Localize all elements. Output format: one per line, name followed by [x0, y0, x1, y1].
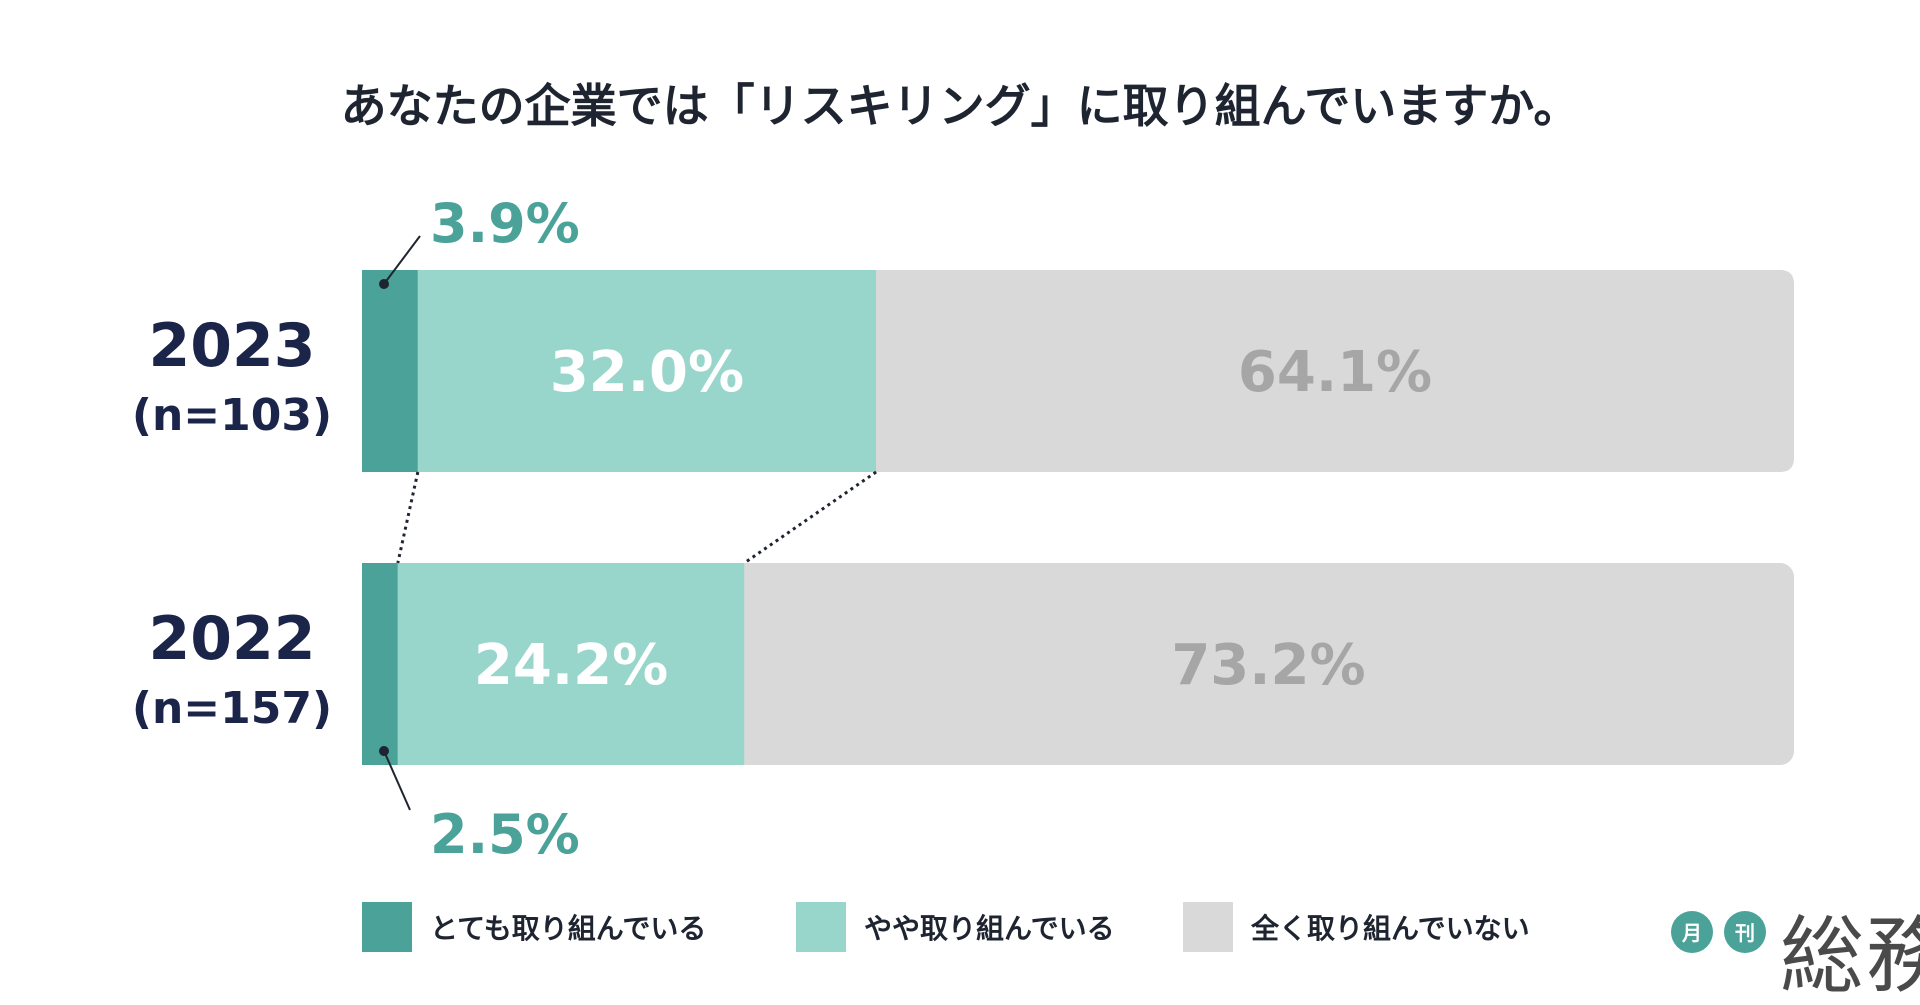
- data-label: 3.9%: [430, 192, 580, 255]
- logo-circle: [1671, 911, 1713, 953]
- bar-segment-3: [876, 270, 1794, 472]
- year-label: 2023: [149, 311, 316, 381]
- legend-label: やや取り組んでいる: [864, 912, 1115, 945]
- leader-dot: [379, 279, 389, 289]
- legend-item: とても取り組んでいる: [362, 902, 706, 952]
- logo-circle-text: 刊: [1735, 921, 1755, 945]
- sample-size-label: (n=103): [132, 390, 332, 441]
- logo-circle: [1724, 911, 1766, 953]
- bar-segment-1: [362, 563, 398, 765]
- legend-swatch: [796, 902, 846, 952]
- sample-size-label: (n=157): [132, 683, 332, 734]
- legend-swatch: [1183, 902, 1233, 952]
- legend-label: とても取り組んでいる: [430, 912, 706, 945]
- legend-item: やや取り組んでいる: [796, 902, 1115, 952]
- year-label: 2022: [149, 604, 316, 674]
- connector-line: [743, 470, 877, 565]
- data-label: 24.2%: [474, 633, 668, 698]
- bar-row-2023: 2023 (n=103) 32.0% 64.1% 3.9%: [132, 192, 1794, 472]
- connector-lines: [396, 470, 877, 565]
- legend-swatch: [362, 902, 412, 952]
- bar-segment-3: [744, 563, 1793, 765]
- leader-line: [383, 750, 411, 811]
- legend-item: 全く取り組んでいない: [1183, 902, 1530, 952]
- legend: とても取り組んでいる やや取り組んでいる 全く取り組んでいない: [362, 902, 1530, 952]
- leader-dot: [379, 746, 389, 756]
- gekkan-soumu-logo-icon: 月 刊 総務: [1671, 907, 1920, 1005]
- bar-segment-2: [417, 270, 877, 472]
- data-label: 73.2%: [1171, 633, 1365, 698]
- bar-row-2022: 2022 (n=157) 24.2% 73.2% 2.5%: [132, 563, 1794, 866]
- data-label: 32.0%: [550, 340, 744, 405]
- legend-label: 全く取り組んでいない: [1250, 912, 1530, 945]
- data-label: 2.5%: [430, 803, 580, 866]
- chart-rows: 2023 (n=103) 32.0% 64.1% 3.9% 2022 (n=157) 24.2…: [132, 192, 1794, 866]
- logo-circle-text: 月: [1681, 921, 1702, 945]
- bar-segment-1: [362, 270, 418, 472]
- data-label: 64.1%: [1238, 340, 1432, 405]
- logo-word: 総務: [1780, 907, 1920, 1005]
- chart-title: あなたの企業では「リスキリング」に取り組んでいますか。: [341, 79, 1580, 133]
- connector-line: [396, 471, 420, 564]
- leader-line: [383, 235, 421, 285]
- bar-segment-2: [397, 563, 745, 765]
